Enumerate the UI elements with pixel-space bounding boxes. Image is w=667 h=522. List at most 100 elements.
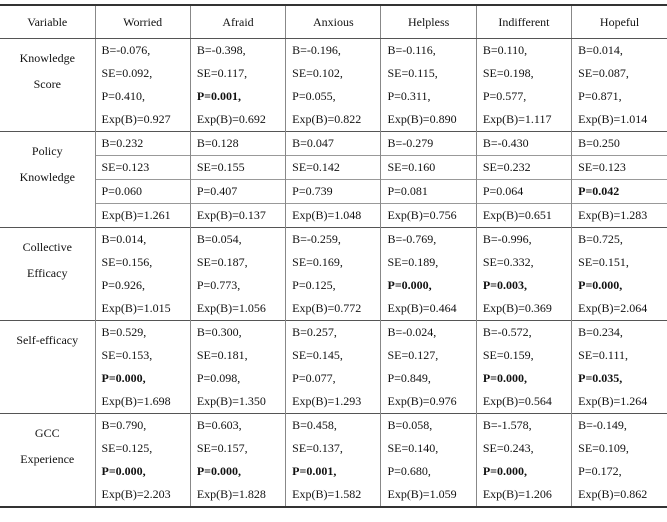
stat-cell: B=0.128 — [189, 131, 286, 156]
column-header: Indifferent — [475, 4, 572, 39]
table-row: Exp(B)=1.261 Exp(B)=0.137 Exp(B)=1.048 Exp(… — [0, 203, 667, 228]
stat-cell: Exp(B)=1.582 — [285, 483, 381, 508]
stat-cell: Exp(B)=1.117 — [475, 108, 572, 132]
stat-cell: B=0.014, — [94, 227, 191, 251]
stat-cell: P=0.055, — [285, 85, 381, 108]
column-header: Variable — [0, 4, 95, 39]
stat-cell: SE=0.189, — [380, 251, 477, 274]
stat-cell: P=0.000, — [571, 274, 667, 297]
stat-cell: SE=0.123 — [571, 155, 667, 180]
stat-cell: Exp(B)=1.261 — [94, 203, 191, 228]
stat-cell: SE=0.160 — [380, 155, 477, 180]
stat-cell: SE=0.169, — [285, 251, 381, 274]
variable-label: Experience — [20, 452, 75, 466]
stat-cell: P=0.680, — [380, 460, 477, 483]
table-row: SE=0.092, SE=0.117, SE=0.102, SE=0.115, SE=0… — [0, 62, 667, 85]
stat-cell: Exp(B)=0.369 — [475, 297, 572, 321]
stat-cell: P=0.060 — [94, 179, 191, 204]
table-row: P=0.926, P=0.773, P=0.125, P=0.000, P=0.003,… — [0, 274, 667, 297]
stat-cell: P=0.410, — [94, 85, 191, 108]
table-row: Exp(B)=0.927 Exp(B)=0.692 Exp(B)=0.822 Exp(… — [0, 108, 667, 132]
stat-cell: SE=0.181, — [189, 344, 286, 367]
header-row: Variable Worried Afraid Anxious Helpless Indi… — [0, 4, 667, 39]
stat-cell: B=-0.769, — [380, 227, 477, 251]
stat-cell: B=0.047 — [285, 131, 381, 156]
stat-cell: P=0.001, — [189, 85, 286, 108]
stat-cell: P=0.577, — [475, 85, 572, 108]
stat-cell: B=0.234, — [571, 320, 667, 344]
stat-cell: P=0.001, — [285, 460, 381, 483]
column-header: Afraid — [189, 4, 286, 39]
stat-cell: B=0.529, — [94, 320, 191, 344]
stat-cell: Exp(B)=0.564 — [475, 390, 572, 414]
stat-cell: B=-0.024, — [380, 320, 477, 344]
stat-cell: P=0.773, — [189, 274, 286, 297]
variable-label: Knowledge — [19, 170, 75, 184]
stat-cell: Exp(B)=1.698 — [94, 390, 191, 414]
stat-cell: P=0.042 — [571, 179, 667, 204]
stat-cell: Exp(B)=1.828 — [189, 483, 286, 508]
variable-cell: GCC Experience — [0, 413, 95, 508]
stat-cell: Exp(B)=0.651 — [475, 203, 572, 228]
stat-cell: B=-0.279 — [380, 131, 477, 156]
stat-cell: P=0.035, — [571, 367, 667, 390]
stat-cell: B=0.054, — [189, 227, 286, 251]
stat-cell: B=0.790, — [94, 413, 191, 437]
stat-cell: B=-0.398, — [189, 38, 286, 62]
stat-cell: SE=0.145, — [285, 344, 381, 367]
table-row: GCC Experience B=0.790, B=0.603, B=0.458, B=0… — [0, 413, 667, 508]
stat-cell: Exp(B)=1.014 — [571, 108, 667, 132]
stat-cell: P=0.407 — [189, 179, 286, 204]
stat-cell: Exp(B)=0.772 — [285, 297, 381, 321]
stat-cell: SE=0.187, — [189, 251, 286, 274]
stat-cell: P=0.003, — [475, 274, 572, 297]
stat-cell: Exp(B)=1.059 — [380, 483, 477, 508]
stat-cell: SE=0.332, — [475, 251, 572, 274]
variable-label: Self-efficacy — [16, 333, 79, 347]
stat-cell: P=0.081 — [380, 179, 477, 204]
stat-cell: Exp(B)=0.862 — [571, 483, 667, 508]
stat-cell: B=-0.430 — [475, 131, 572, 156]
table-row: Knowledge Score B=-0.076, B=-0.398, B=-0.196… — [0, 38, 667, 132]
table-row: SE=0.156, SE=0.187, SE=0.169, SE=0.189, SE=0… — [0, 251, 667, 274]
table-row: Self-efficacy B=0.529, B=0.300, B=0.257, B=-… — [0, 320, 667, 414]
variable-cell: Policy Knowledge — [0, 131, 95, 228]
column-header: Helpless — [380, 4, 477, 39]
stat-cell: SE=0.232 — [475, 155, 572, 180]
variable-label: Policy — [31, 144, 63, 158]
table-row: SE=0.125, SE=0.157, SE=0.137, SE=0.140, SE=0… — [0, 437, 667, 460]
stat-cell: SE=0.153, — [94, 344, 191, 367]
table-row: P=0.000, P=0.000, P=0.001, P=0.680, P=0.000,… — [0, 460, 667, 483]
stat-cell: B=0.300, — [189, 320, 286, 344]
stat-cell: Exp(B)=1.283 — [571, 203, 667, 228]
stat-cell: B=0.603, — [189, 413, 286, 437]
stat-cell: Exp(B)=1.264 — [571, 390, 667, 414]
stat-cell: SE=0.125, — [94, 437, 191, 460]
stat-cell: Exp(B)=2.203 — [94, 483, 191, 508]
variable-label: GCC — [34, 426, 60, 440]
variable-label: Collective — [22, 240, 72, 254]
stat-cell: Exp(B)=2.064 — [571, 297, 667, 321]
column-header: Hopeful — [571, 4, 667, 39]
stat-cell: B=0.257, — [285, 320, 381, 344]
table-row: SE=0.123 SE=0.155 SE=0.142 SE=0.160 SE=0.232… — [0, 155, 667, 180]
stat-cell: SE=0.140, — [380, 437, 477, 460]
variable-label: Score — [33, 77, 61, 91]
stat-cell: B=0.014, — [571, 38, 667, 62]
stat-cell: B=-0.196, — [285, 38, 381, 62]
stat-cell: P=0.077, — [285, 367, 381, 390]
stat-cell: P=0.000, — [380, 274, 477, 297]
stat-cell: P=0.000, — [475, 460, 572, 483]
stat-cell: B=-0.996, — [475, 227, 572, 251]
results-table: Variable Worried Afraid Anxious Helpless Indi… — [0, 4, 667, 508]
stat-cell: Exp(B)=1.056 — [189, 297, 286, 321]
stat-cell: P=0.098, — [189, 367, 286, 390]
stat-cell: SE=0.115, — [380, 62, 477, 85]
stat-cell: SE=0.087, — [571, 62, 667, 85]
stat-cell: Exp(B)=1.048 — [285, 203, 381, 228]
stat-cell: P=0.871, — [571, 85, 667, 108]
variable-cell: Knowledge Score — [0, 38, 95, 132]
stat-cell: B=-0.572, — [475, 320, 572, 344]
stat-cell: Exp(B)=1.350 — [189, 390, 286, 414]
